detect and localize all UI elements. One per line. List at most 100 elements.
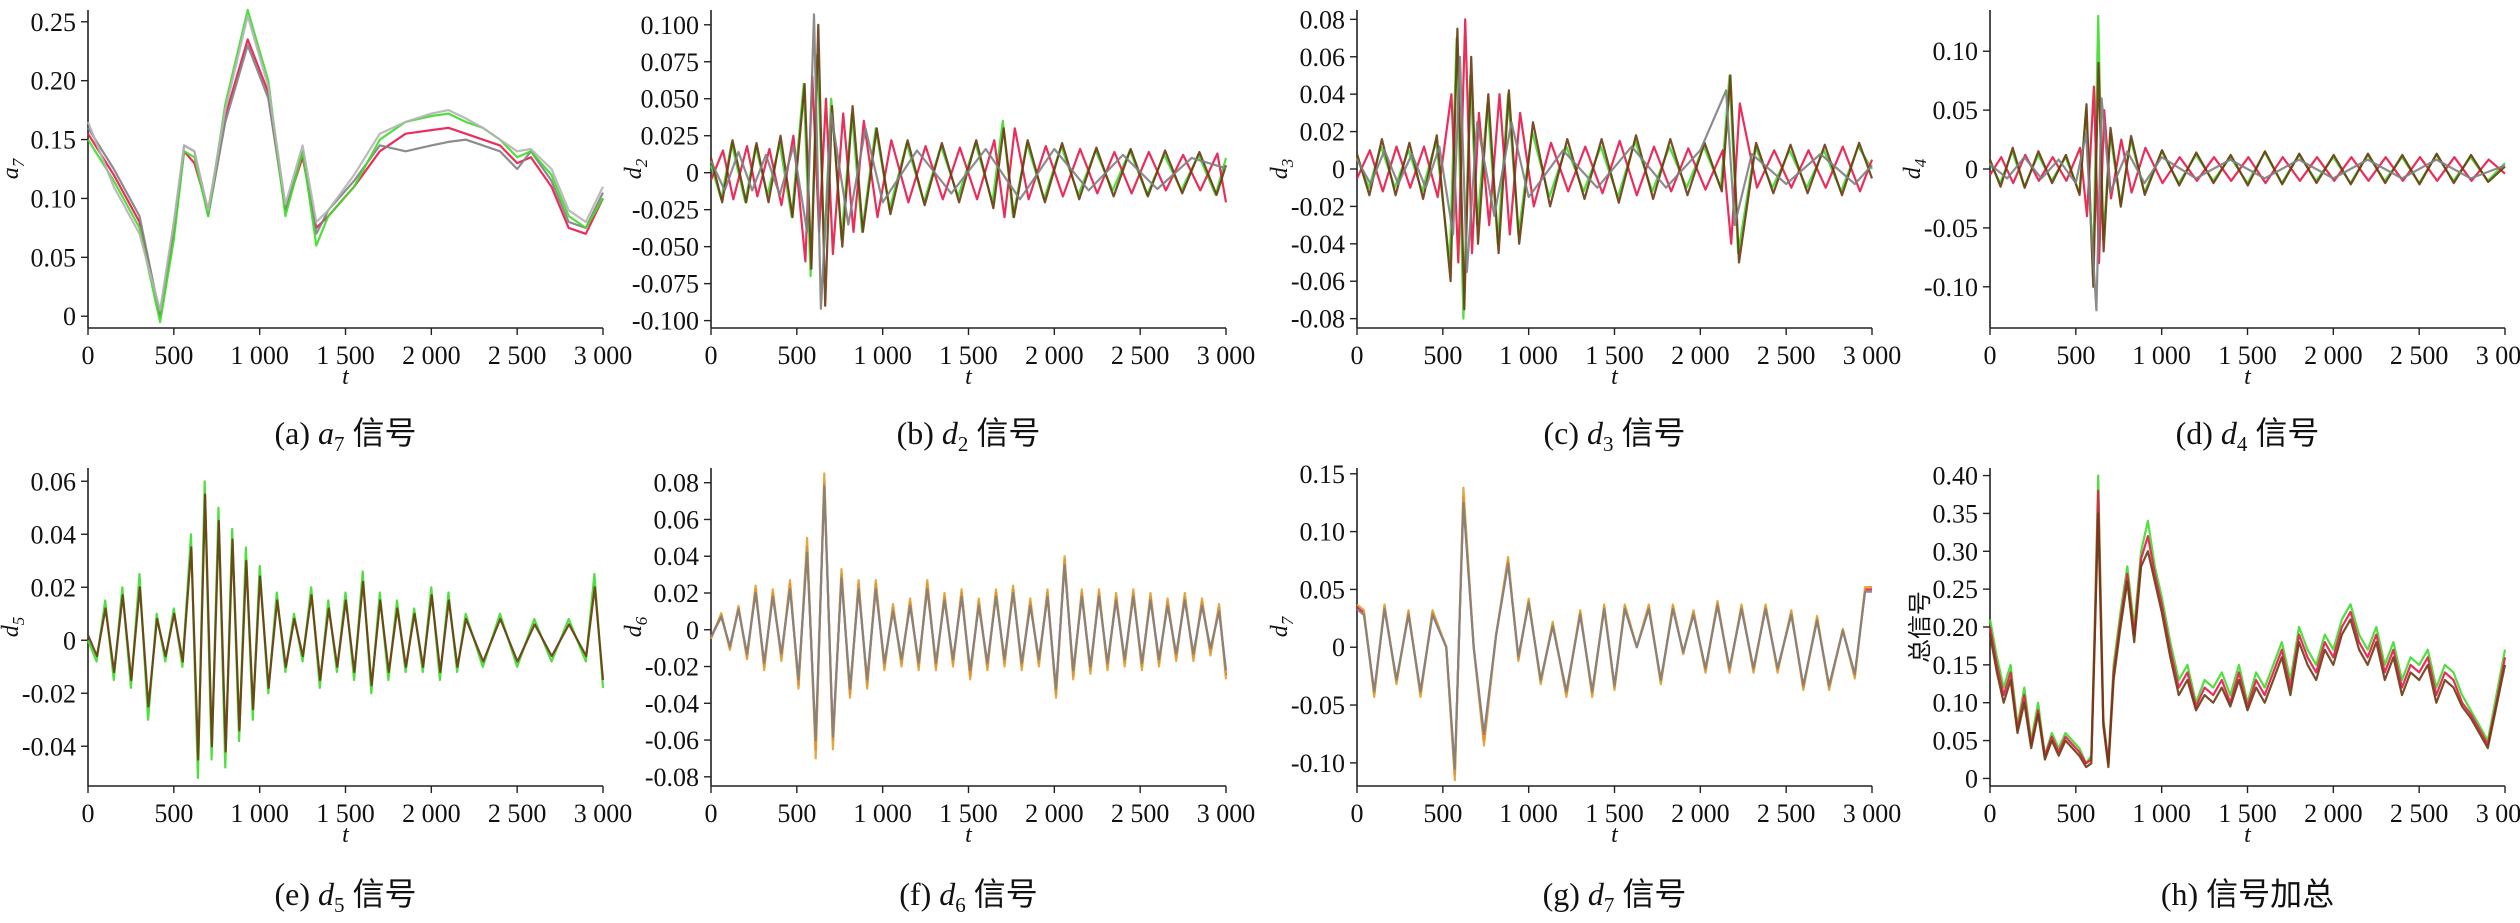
x-tick-label: 2 500 [1757,341,1816,370]
y-tick-label: 0.10 [1933,37,1979,66]
x-tick-label: 500 [777,341,816,370]
y-axis-label-sub: 3 [1278,159,1297,169]
x-tick-label: 3 000 [574,341,633,370]
y-tick-label: -0.10 [1924,273,1978,302]
y-tick-label: 0.20 [1933,613,1979,642]
x-tick-label: 500 [2056,799,2095,828]
y-tick-label: 0.05 [1933,727,1979,756]
x-tick-label: 1 500 [316,341,375,370]
x-axis-label: t [342,822,350,848]
y-tick-label: 0.10 [1300,518,1346,547]
panel-caption: (a) a7 信号 [274,415,416,456]
x-tick-label: 1 500 [1585,341,1644,370]
y-tick-label: 0 [1332,155,1345,184]
caption-prefix: (e) [274,876,318,912]
caption-prefix: (b) [897,415,942,451]
y-tick-label: 0 [1965,764,1978,793]
x-tick-label: 2 000 [2304,341,2363,370]
panel-caption: (g) d7 信号 [1543,876,1687,917]
x-tick-label: 0 [705,799,718,828]
series-line-lightgray [86,14,604,312]
y-tick-label: 0.05 [31,243,77,272]
y-axis-label-var: a [0,167,24,179]
series-line-gray [1356,55,1873,273]
y-tick-label: 0 [1332,633,1345,662]
y-axis-label: a7 [0,157,28,179]
y-axis-label-var: d [1267,624,1293,637]
caption-prefix: (g) [1543,876,1588,912]
x-tick-label: 0 [1351,799,1364,828]
x-axis-label: t [1611,364,1619,390]
x-tick-label: 1 500 [939,799,998,828]
panel-d: -0.10 -0.05 0 0.05 0.10 0 500 1 000 1 500 2 000 2 … [1900,10,2520,456]
y-tick-label: -0.06 [1291,267,1345,296]
caption-sub: 5 [334,893,345,917]
panel-f: -0.08 -0.06 -0.04 -0.02 0 0.02 0.04 0.06 0.08 0 50… [621,468,1255,917]
series-line-red [709,75,1228,263]
y-tick-label: 0.06 [31,467,77,496]
x-tick-label: 2 500 [488,341,547,370]
x-tick-label: 2 000 [1671,799,1730,828]
caption-sub: 2 [958,432,969,456]
y-axis-label-sub: 7 [1278,615,1297,625]
series-line-green [86,480,605,780]
x-tick-label: 1 000 [1499,799,1558,828]
y-axis-label: d7 [1267,615,1297,637]
y-tick-label: -0.04 [22,732,76,761]
y-axis-label-var: d [1900,166,1926,179]
caption-suffix: 信号 [345,415,417,451]
y-tick-label: -0.075 [632,270,699,299]
panel-g: -0.10 -0.05 0 0.05 0.10 0.15 0 500 1 000 1 500 2 0… [1267,460,1901,917]
x-tick-label: 1 000 [230,799,289,828]
x-tick-label: 2 500 [2390,799,2449,828]
x-tick-label: 1 000 [853,799,912,828]
x-axis-label: t [1611,822,1619,848]
x-tick-label: 1 000 [1499,341,1558,370]
x-tick-label: 3 000 [1197,799,1256,828]
y-tick-label: 0.02 [654,579,700,608]
y-tick-label: -0.08 [1291,305,1345,334]
y-tick-label: 0.06 [654,505,700,534]
x-tick-label: 500 [2056,341,2095,370]
y-tick-label: 0.02 [31,573,77,602]
y-axis-label-var: d [0,624,24,637]
y-tick-label: 0.05 [1933,96,1979,125]
caption-sub: 7 [334,432,345,456]
caption-sub: 4 [2237,432,2248,456]
x-axis-label: t [2244,364,2252,390]
caption-sub: 3 [1603,432,1614,456]
x-tick-label: 500 [777,799,816,828]
caption-var: d [939,876,956,912]
y-tick-label: 0 [63,626,76,655]
series-line-brown [86,493,605,761]
y-tick-label: 0.40 [1933,462,1979,491]
series-line-brown [709,23,1228,307]
y-axis-label: 总信号 [1907,591,1934,663]
x-tick-label: 2 000 [1025,799,1084,828]
panel-h: 0 0.05 0.10 0.15 0.20 0.25 0.30 0.35 0.40 0 500 1 0… [1907,462,2520,912]
y-tick-label: -0.04 [1291,230,1345,259]
x-tick-label: 1 500 [939,341,998,370]
y-tick-label: -0.02 [22,679,76,708]
panel-c: -0.08 -0.06 -0.04 -0.02 0 0.02 0.04 0.06 0.08 0 50… [1267,5,1901,456]
y-axis-label: d5 [0,617,28,638]
x-tick-label: 0 [1984,341,1997,370]
x-tick-label: 500 [154,799,193,828]
series-line-gray [1356,501,1872,770]
x-tick-label: 2 000 [1025,341,1084,370]
x-axis-label: t [965,822,973,848]
panel-caption: (c) d3 信号 [1543,415,1685,456]
caption-suffix: 信号 [966,876,1038,912]
x-axis-label: t [2244,822,2252,848]
x-tick-label: 2 000 [2304,799,2363,828]
y-tick-label: 0.025 [641,122,700,151]
x-tick-label: 2 500 [488,799,547,828]
x-tick-label: 500 [1423,341,1462,370]
panel-caption: (h) 信号加总 [2161,876,2334,912]
series-line-red [1989,85,2506,265]
y-tick-label: 0.04 [654,542,700,571]
y-tick-label: 0.25 [31,8,77,37]
y-tick-label: -0.08 [645,763,699,792]
y-tick-label: 0.05 [1300,575,1346,604]
y-tick-label: 0.35 [1933,499,1979,528]
